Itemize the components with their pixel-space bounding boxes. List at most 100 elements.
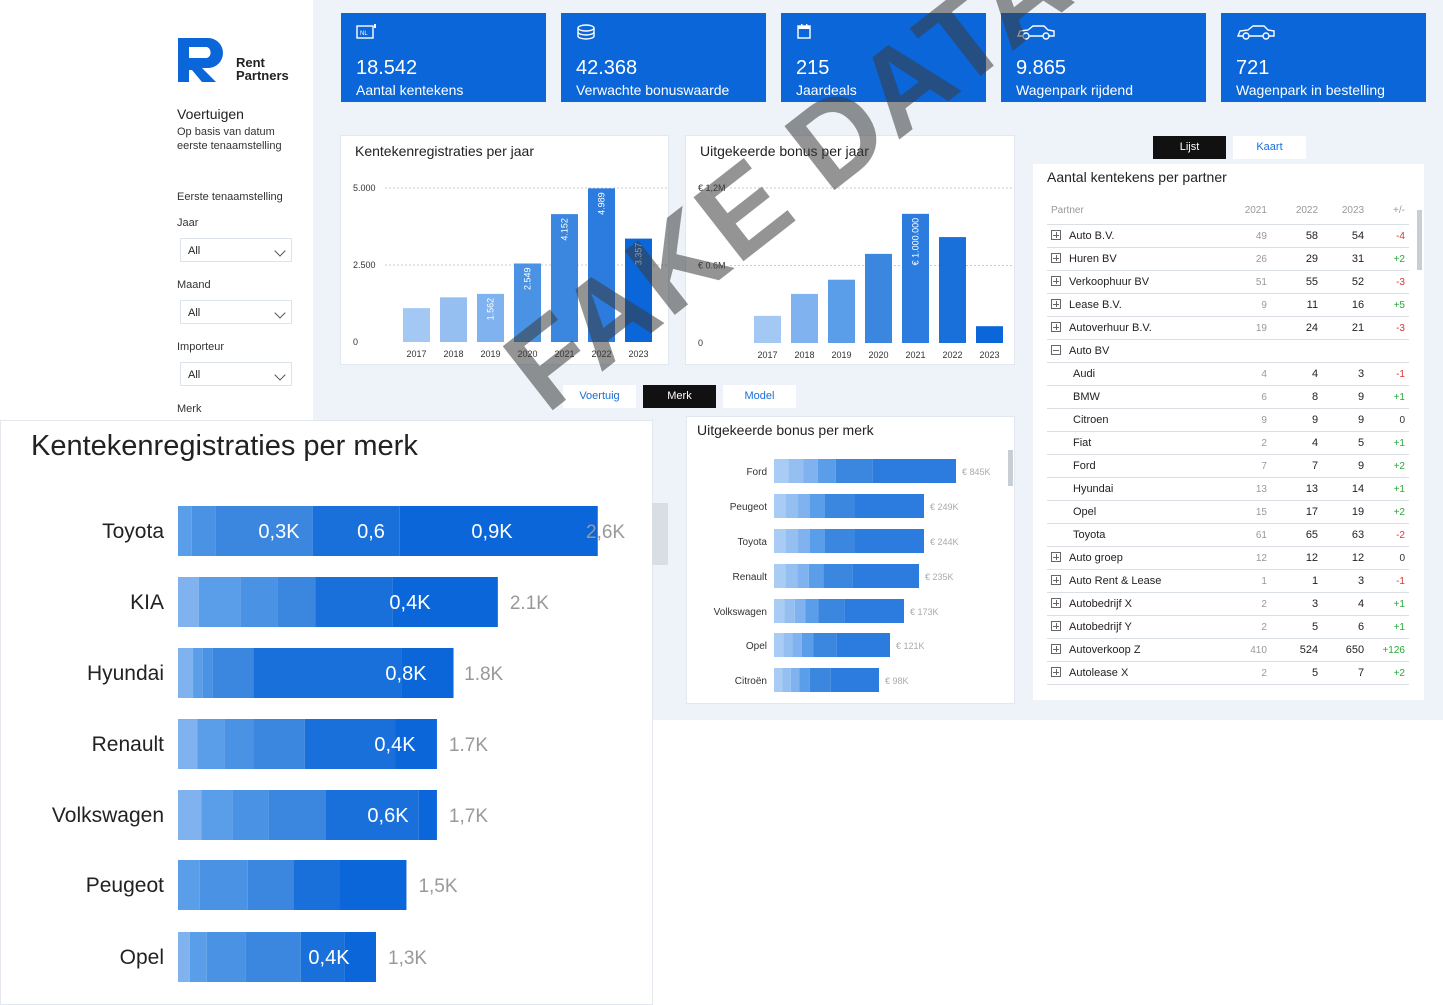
sidebar [0,0,313,420]
toggle-kaart[interactable]: Kaart [1233,136,1306,159]
bar-segment [178,932,190,982]
y-tick-label: 0 [353,337,358,347]
segment-label: 0,6K [367,805,409,827]
expand-icon[interactable] [1051,644,1061,654]
toggle-lijst[interactable]: Lijst [1153,136,1226,159]
filter-label-jaar: Jaar [177,217,199,229]
table-row[interactable]: Audi 4 4 3 -1 [1047,362,1409,386]
table-row[interactable]: Fiat 2 4 5 +1 [1047,431,1409,455]
column-header[interactable]: +/- [1368,196,1409,225]
value-cell: 58 [1270,224,1323,248]
delta-cell: +1 [1368,592,1409,616]
table-row[interactable]: Autobedrijf X 2 3 4 +1 [1047,592,1409,616]
y-tick-label: € 1,2M [698,183,726,193]
bar-segment [836,633,890,657]
expand-icon[interactable] [1051,322,1061,332]
expand-icon[interactable] [1051,299,1061,309]
table-row[interactable]: Auto B.V. 49 58 54 -4 [1047,224,1409,248]
table-row[interactable]: Hyundai 13 13 14 +1 [1047,477,1409,501]
expand-icon[interactable] [1051,276,1061,286]
category-label: Peugeot [730,502,767,513]
total-label: 2,6K [586,522,625,543]
expand-icon[interactable] [1051,253,1061,263]
table-row[interactable]: Opel 15 17 19 +2 [1047,500,1409,524]
table-row[interactable]: Huren BV 26 29 31 +2 [1047,247,1409,271]
value-cell: 61 [1221,523,1271,547]
table-row[interactable]: Lease B.V. 9 11 16 +5 [1047,293,1409,317]
chart-panel-bonus-jaar: Uitgekeerde bonus per jaar 0 € 0.6M € 1,2M… [685,135,1015,365]
value-cell [1322,339,1369,363]
expand-icon[interactable] [1051,575,1061,585]
expand-icon[interactable] [1051,230,1061,240]
column-header[interactable]: 2022 [1270,196,1323,225]
column-header[interactable]: 2023 [1322,196,1369,225]
segment-label: 0,4K [308,947,350,969]
partner-name-cell: Opel [1047,500,1222,524]
delta-cell: +2 [1368,500,1409,524]
expand-icon[interactable] [1051,598,1061,608]
partner-name-cell: Auto B.V. [1047,224,1222,248]
tab-model[interactable]: Model [723,385,796,408]
table-row[interactable]: Toyota 61 65 63 -2 [1047,523,1409,547]
bar-segment [786,529,798,553]
table-row[interactable]: Autoverhuur B.V. 19 24 21 -3 [1047,316,1409,340]
filter-select-importeur[interactable]: All [180,362,292,386]
column-header[interactable]: Partner [1047,196,1222,225]
bar-segment [206,932,246,982]
value-cell: 7 [1270,454,1323,478]
value-cell: 49 [1221,224,1271,248]
tab-merk[interactable]: Merk [643,385,716,408]
value-cell: 5 [1322,431,1369,455]
scrollbar-thumb[interactable] [1008,450,1013,486]
delta-cell: +1 [1368,477,1409,501]
value-cell: 4 [1221,362,1271,386]
chart-title: Uitgekeerde bonus per jaar [700,143,869,159]
table-row[interactable]: Autolease X 2 5 7 +2 [1047,661,1409,685]
bar-segment [788,459,804,483]
total-label: 1,7K [449,806,488,827]
filter-label-merk: Merk [177,403,202,415]
bar-segment [798,529,810,553]
expand-icon[interactable] [1051,552,1061,562]
bar-segment [774,633,784,657]
filter-select-jaar[interactable]: All [180,238,292,262]
data-label: € 121K [896,641,925,651]
category-label: Volkswagen [52,804,164,827]
x-tick-label: 2019 [831,350,851,360]
table-row[interactable]: Autobedrijf Y 2 5 6 +1 [1047,615,1409,639]
table-row[interactable]: Verkoophuur BV 51 55 52 -3 [1047,270,1409,294]
value-cell [1270,339,1323,363]
scrollbar-thumb[interactable] [652,503,668,565]
partner-name: Huren BV [1069,253,1117,265]
partner-table-panel: Aantal kentekens per partner Partner 202… [1032,163,1425,701]
value-cell: 19 [1221,316,1271,340]
partner-name: Auto B.V. [1069,230,1115,242]
partner-name-cell: Auto BV [1047,339,1222,363]
filter-select-maand[interactable]: All [180,300,292,324]
table-row[interactable]: Auto groep 12 12 12 0 [1047,546,1409,570]
collapse-icon[interactable] [1051,345,1061,355]
table-row[interactable]: BMW 6 8 9 +1 [1047,385,1409,409]
table-row[interactable]: Ford 7 7 9 +2 [1047,454,1409,478]
value-cell: 15 [1221,500,1271,524]
column-header[interactable]: 2021 [1221,196,1271,225]
expand-icon[interactable] [1051,667,1061,677]
kpi-label: Verwachte bonuswaarde [576,82,730,98]
tab-voertuig[interactable]: Voertuig [563,385,636,408]
table-row[interactable]: Auto BV [1047,339,1409,363]
bar-segment [774,564,786,588]
partner-name-cell: Autoverkoop Z [1047,638,1222,662]
value-cell: 63 [1322,523,1369,547]
partner-name: Hyundai [1073,483,1114,495]
partner-name: Citroen [1073,414,1109,426]
table-row[interactable]: Autoverkoop Z 410 524 650 +126 [1047,638,1409,662]
value-cell: 7 [1322,661,1369,685]
scrollbar-thumb[interactable] [1417,210,1422,270]
table-row[interactable]: Citroen 9 9 9 0 [1047,408,1409,432]
partner-name-cell: Autoverhuur B.V. [1047,316,1222,340]
table-row[interactable]: Auto Rent & Lease 1 1 3 -1 [1047,569,1409,593]
chevron-down-icon [274,307,286,319]
expand-icon[interactable] [1051,621,1061,631]
bar-segment [823,564,853,588]
bar-segment [825,494,855,518]
